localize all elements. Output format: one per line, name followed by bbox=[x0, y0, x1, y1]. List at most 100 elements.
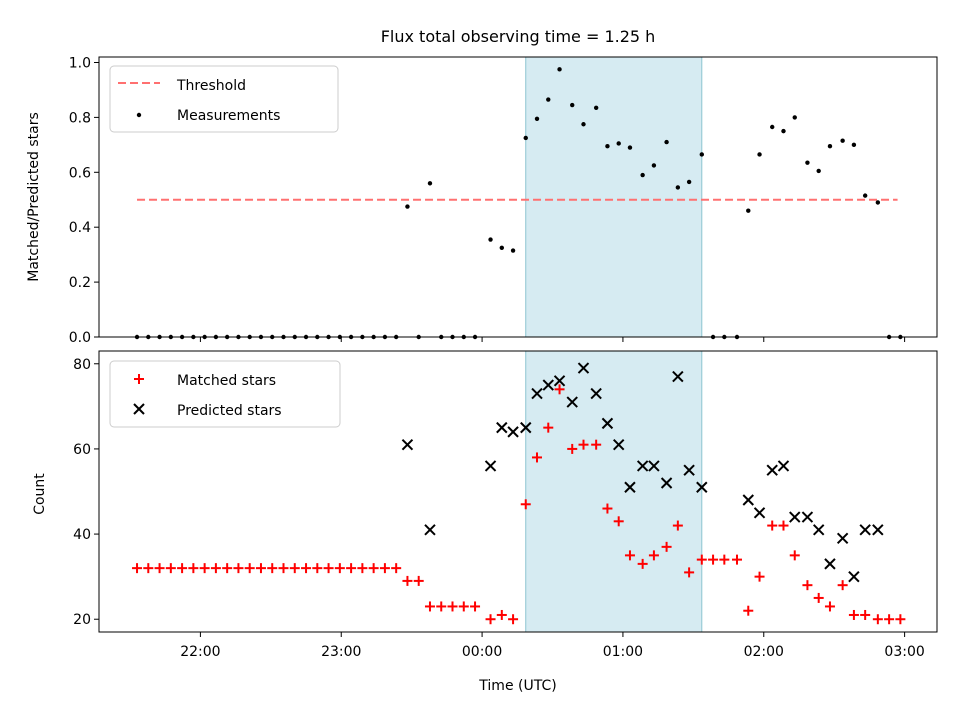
predicted-star-point bbox=[753, 507, 766, 519]
matched-star-point bbox=[301, 563, 312, 574]
legend-predicted-swatch bbox=[133, 403, 145, 415]
predicted-star-point-b bbox=[753, 507, 766, 519]
predicted-star-point bbox=[777, 460, 790, 472]
measurement-point bbox=[770, 124, 775, 130]
y-tick-label: 0.6 bbox=[69, 165, 91, 181]
measurement-point bbox=[593, 105, 599, 110]
predicted-star-point bbox=[542, 379, 554, 391]
matched-star-point bbox=[222, 563, 233, 574]
measurement-point bbox=[581, 122, 586, 127]
y-tick-label: 60 bbox=[73, 442, 91, 458]
predicted-star-point-b bbox=[636, 460, 649, 472]
matched-star-point bbox=[637, 558, 648, 569]
predicted-star-point bbox=[660, 477, 673, 489]
x-tick-label: 23:00 bbox=[321, 644, 361, 660]
measurement-point bbox=[699, 152, 704, 157]
measurement-point bbox=[851, 142, 857, 148]
measurement-point bbox=[488, 237, 493, 242]
y-tick-label: 0.0 bbox=[69, 330, 91, 346]
matched-star-point bbox=[289, 563, 300, 574]
predicted-star-point bbox=[801, 511, 814, 523]
x-tick-label: 02:00 bbox=[744, 644, 784, 660]
predicted-star-point-b bbox=[624, 481, 636, 493]
predicted-star-point-b bbox=[660, 477, 673, 489]
matched-star-point bbox=[708, 554, 719, 565]
matched-star-point bbox=[470, 601, 481, 612]
matched-star-point bbox=[379, 563, 390, 574]
matched-star-point bbox=[567, 443, 578, 454]
predicted-star-point bbox=[648, 460, 660, 472]
predicted-star-point bbox=[496, 421, 508, 434]
predicted-star-point-b bbox=[836, 532, 849, 545]
predicted-star-point bbox=[612, 438, 625, 451]
predicted-star-point-b bbox=[672, 370, 684, 383]
matched-star-point bbox=[447, 601, 458, 612]
matched-star-point bbox=[199, 563, 210, 574]
predicted-star-point-b bbox=[612, 438, 625, 451]
measurement-point bbox=[534, 116, 540, 121]
predicted-star-point-b bbox=[553, 375, 566, 387]
measurement-point bbox=[499, 245, 505, 250]
matched-star-point bbox=[778, 520, 789, 531]
predicted-star-point bbox=[672, 370, 684, 383]
matched-star-point bbox=[719, 554, 730, 565]
predicted-star-point-b bbox=[590, 387, 602, 400]
predicted-star-point bbox=[601, 417, 614, 430]
predicted-star-point bbox=[577, 362, 590, 374]
measurement-point bbox=[792, 115, 797, 120]
measurement-point bbox=[686, 179, 692, 185]
y-tick-label: 0.4 bbox=[69, 220, 91, 236]
predicted-star-point-b bbox=[872, 524, 884, 536]
matched-star-point bbox=[661, 541, 672, 552]
top-x-axis-ticks bbox=[199, 337, 906, 342]
matched-star-point bbox=[323, 563, 334, 574]
predicted-star-point-b bbox=[520, 421, 532, 434]
measurement-point bbox=[651, 163, 657, 168]
predicted-star-point bbox=[636, 460, 649, 472]
matched-star-point bbox=[578, 439, 589, 450]
measurement-point bbox=[510, 248, 516, 253]
legend-measurements-label: Measurements bbox=[177, 108, 280, 124]
measurement-point bbox=[862, 193, 868, 198]
legend-plus-marker bbox=[134, 374, 144, 384]
matched-star-point bbox=[532, 452, 543, 463]
matched-star-point bbox=[496, 609, 507, 620]
predicted-star-point bbox=[766, 464, 778, 476]
measurement-point bbox=[816, 168, 821, 174]
matched-star-point bbox=[424, 601, 435, 612]
bottom-plot-frame bbox=[98, 350, 938, 633]
predicted-star-point-b bbox=[777, 460, 790, 472]
predicted-star-point-b bbox=[812, 524, 825, 536]
top-legend-box bbox=[109, 65, 339, 133]
matched-star-point bbox=[334, 563, 345, 574]
legend-measurements-swatch bbox=[136, 112, 142, 118]
measurement-point bbox=[827, 144, 833, 149]
predicted-star-point bbox=[520, 421, 532, 434]
predicted-star-point-b bbox=[566, 396, 578, 408]
matched-star-point bbox=[767, 520, 778, 531]
measurement-point bbox=[616, 141, 621, 146]
predicted-star-point bbox=[624, 481, 636, 493]
bottom-x-axis: 22:00 23:00 00:00 01:00 02:00 03:00 bbox=[180, 632, 925, 660]
matched-star-point bbox=[824, 601, 835, 612]
x-tick-label: 03:00 bbox=[884, 644, 924, 660]
matched-star-point bbox=[508, 614, 519, 625]
predicted-star-point-b bbox=[601, 417, 614, 430]
matched-star-point bbox=[591, 439, 602, 450]
bottom-panel-marks bbox=[132, 362, 906, 625]
legend-x-marker-b bbox=[133, 403, 145, 415]
predicted-star-point bbox=[553, 375, 566, 387]
matched-star-point bbox=[895, 614, 906, 625]
predicted-star-point bbox=[507, 426, 519, 438]
matched-star-point bbox=[436, 601, 447, 612]
bottom-y-axis-label: Count bbox=[32, 473, 48, 515]
matched-star-point bbox=[485, 614, 496, 625]
measurement-point bbox=[875, 200, 881, 205]
x-axis-label: Time (UTC) bbox=[478, 678, 556, 694]
predicted-star-point bbox=[531, 387, 543, 400]
matched-star-point bbox=[884, 614, 895, 625]
top-legend: Threshold Measurements bbox=[109, 65, 339, 133]
measurement-point bbox=[757, 152, 762, 157]
